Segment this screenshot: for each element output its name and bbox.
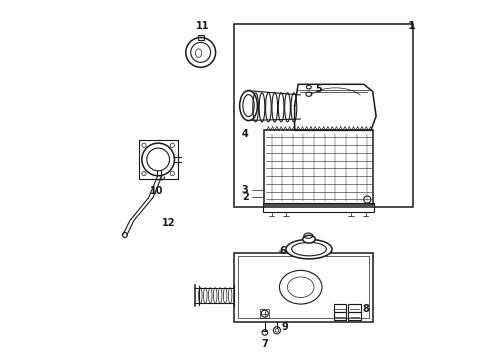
Text: 4: 4 [242,129,248,139]
Text: 9: 9 [281,322,288,332]
Text: 11: 11 [196,21,209,31]
Bar [263,203,374,212]
Bar [334,312,346,320]
Bar [348,304,361,312]
Ellipse shape [286,239,332,259]
Text: 3: 3 [242,185,248,194]
Text: 5: 5 [315,84,322,94]
Text: 10: 10 [149,186,163,196]
Bar [334,304,346,312]
Bar [348,312,361,320]
Text: 8: 8 [363,304,369,314]
Bar [197,35,204,40]
Ellipse shape [303,235,315,243]
Text: 2: 2 [242,192,248,202]
Bar [265,130,372,205]
Bar [139,140,178,179]
Bar [238,256,369,318]
Text: 7: 7 [262,339,268,349]
Text: 12: 12 [162,217,175,228]
Bar [234,24,414,207]
Text: 6: 6 [279,246,286,256]
Bar [260,309,270,318]
Bar [234,253,372,322]
Text: 1: 1 [408,21,416,31]
